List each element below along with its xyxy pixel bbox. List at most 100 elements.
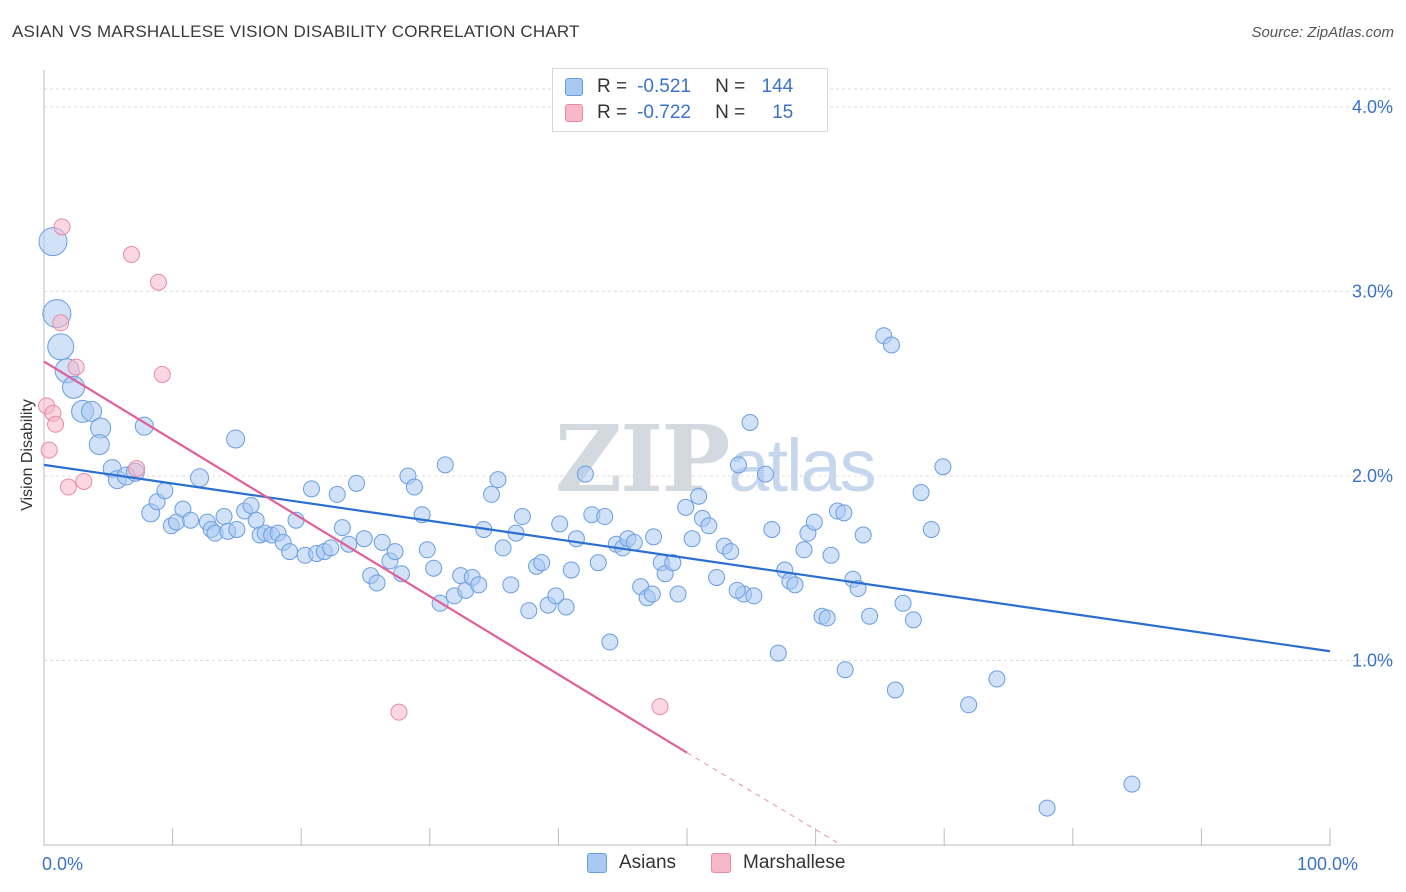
asians-point bbox=[741, 413, 759, 431]
asians-point bbox=[483, 485, 501, 503]
asians-point bbox=[576, 465, 594, 483]
legend-label-marshallese: Marshallese bbox=[743, 852, 846, 873]
asians-point bbox=[912, 484, 930, 502]
asians-point bbox=[786, 576, 804, 594]
marshallese-point bbox=[390, 703, 408, 721]
asians-point bbox=[1038, 799, 1056, 817]
asians-point bbox=[822, 546, 840, 564]
asians-point bbox=[625, 533, 643, 551]
asians-point bbox=[470, 576, 488, 594]
asians-point bbox=[894, 594, 912, 612]
correlation-legend: R = -0.521 N = 144 R = -0.722 N = 15 bbox=[552, 68, 828, 132]
y-tick-label: 1.0% bbox=[1352, 650, 1393, 670]
asians-point bbox=[700, 517, 718, 535]
y-axis-label: Vision Disability bbox=[19, 399, 36, 511]
asians-point bbox=[355, 530, 373, 548]
asians-point bbox=[922, 520, 940, 538]
asians-point bbox=[547, 587, 565, 605]
y-tick-label: 4.0% bbox=[1352, 97, 1393, 117]
marshallese-point bbox=[40, 441, 58, 459]
marshallese-point bbox=[128, 460, 146, 478]
asians-point bbox=[418, 541, 436, 559]
series-legend: Asians Marshallese bbox=[0, 851, 1406, 877]
legend-r-value: -0.521 bbox=[637, 76, 691, 97]
asians-point bbox=[882, 336, 900, 354]
marshallese-point bbox=[122, 246, 140, 264]
asians-point bbox=[960, 696, 978, 714]
asians-point bbox=[769, 644, 787, 662]
legend-n-label: N = bbox=[715, 102, 746, 123]
marshallese-point bbox=[651, 698, 669, 716]
asians-point bbox=[728, 581, 746, 599]
asians-point bbox=[683, 530, 701, 548]
legend-swatch-asians bbox=[565, 78, 583, 96]
y-tick-label: 2.0% bbox=[1352, 466, 1393, 486]
asians-point bbox=[242, 496, 260, 514]
asians-point bbox=[1123, 775, 1141, 793]
asians-point bbox=[405, 478, 423, 496]
legend-row-marshallese: R = -0.722 N = 15 bbox=[565, 101, 793, 125]
marshallese-point bbox=[52, 314, 70, 332]
asians-point bbox=[88, 434, 110, 456]
asians-point bbox=[601, 633, 619, 651]
asians-point bbox=[281, 543, 299, 561]
asians-point bbox=[368, 574, 386, 592]
asians-point bbox=[513, 508, 531, 526]
asians-point bbox=[215, 508, 233, 526]
legend-swatch-marshallese bbox=[565, 104, 583, 122]
asians-point bbox=[934, 458, 952, 476]
asians-point bbox=[589, 554, 607, 572]
asians-point bbox=[557, 598, 575, 616]
asians-point bbox=[677, 498, 695, 516]
legend-item-marshallese[interactable]: Marshallese bbox=[711, 852, 845, 874]
legend-row-asians: R = -0.521 N = 144 bbox=[565, 75, 793, 99]
asians-point bbox=[494, 539, 512, 557]
asians-point bbox=[386, 543, 404, 561]
asians-point bbox=[886, 681, 904, 699]
asians-point bbox=[596, 508, 614, 526]
asians-point bbox=[533, 554, 551, 572]
asians-point bbox=[373, 533, 391, 551]
marshallese-trend-line bbox=[43, 360, 688, 754]
asians-point bbox=[226, 429, 246, 449]
marshallese-point bbox=[59, 478, 77, 496]
asians-point bbox=[333, 519, 351, 537]
marshallese-point bbox=[47, 415, 65, 433]
y-tick-label: 3.0% bbox=[1352, 281, 1393, 301]
asians-point bbox=[988, 670, 1006, 688]
asians-point bbox=[567, 530, 585, 548]
asians-point bbox=[745, 587, 763, 605]
legend-label-asians: Asians bbox=[619, 852, 677, 873]
asians-point bbox=[551, 515, 569, 533]
asians-point bbox=[228, 520, 246, 538]
marshallese-point bbox=[153, 365, 171, 383]
asians-point bbox=[489, 471, 507, 489]
marshallese-point bbox=[53, 218, 71, 236]
asians-point bbox=[836, 661, 854, 679]
marshallese-point bbox=[75, 472, 93, 490]
asians-point bbox=[643, 585, 661, 603]
asians-point bbox=[645, 528, 663, 546]
asians-point bbox=[182, 511, 200, 529]
asians-point bbox=[502, 576, 520, 594]
x-tick-label: 0.0% bbox=[42, 854, 83, 874]
legend-r-label: R = bbox=[597, 102, 628, 123]
legend-item-asians[interactable]: Asians bbox=[587, 852, 676, 874]
marshallese-trend-extension bbox=[686, 752, 842, 846]
legend-r-value: -0.722 bbox=[637, 102, 691, 123]
asians-point bbox=[708, 568, 726, 586]
asians-point bbox=[520, 602, 538, 620]
legend-r-label: R = bbox=[597, 76, 628, 97]
x-tick-label: 100.0% bbox=[1297, 854, 1358, 874]
asians-point bbox=[904, 611, 922, 629]
legend-n-value: 15 bbox=[772, 102, 794, 123]
asians-point bbox=[805, 513, 823, 531]
asians-point bbox=[347, 474, 365, 492]
asians-point bbox=[690, 487, 708, 505]
source-label[interactable]: Source: ZipAtlas.com bbox=[1251, 24, 1394, 41]
asians-point bbox=[190, 468, 210, 488]
asians-point bbox=[722, 543, 740, 561]
watermark-atlas: atlas bbox=[728, 424, 876, 507]
legend-swatch-asians bbox=[587, 853, 607, 873]
